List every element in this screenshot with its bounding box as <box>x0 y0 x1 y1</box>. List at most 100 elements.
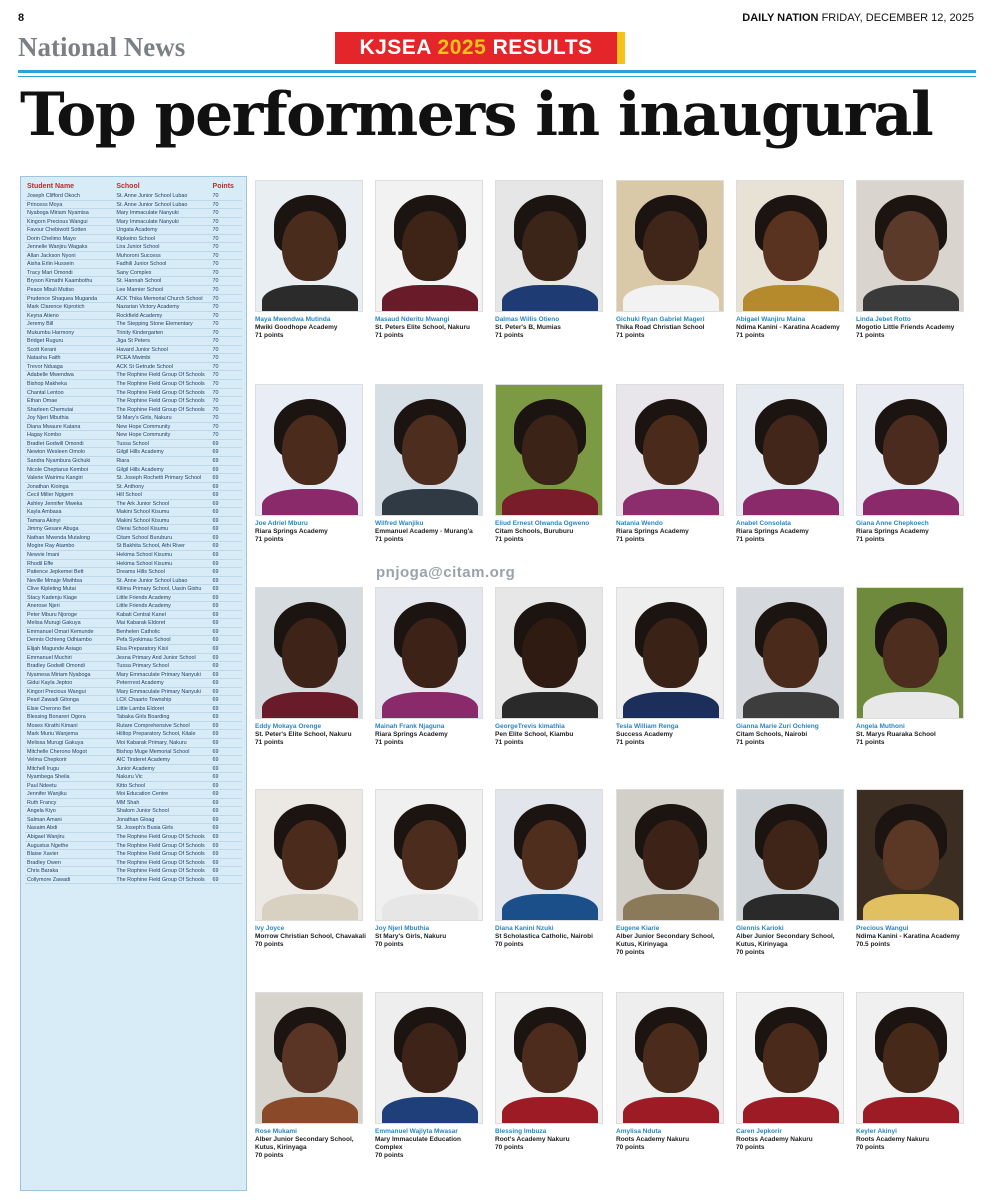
student-card: Gianna Marie Zuri Ochieng Citam Schools, … <box>736 587 848 747</box>
school-cell: The Rophine Field Group Of Schools <box>116 389 205 396</box>
school-cell: Moi Education Centre <box>116 791 169 798</box>
student-name-cell: Mogire Ray Atambo <box>27 543 75 550</box>
school-cell: Pefa Syokimau School <box>116 637 171 644</box>
student-name: Giana Anne Chepkoech <box>856 520 929 527</box>
uniform-shape <box>262 692 358 718</box>
school-cell: Jiga St Peters <box>116 338 150 345</box>
points-cell: 69 <box>212 492 219 499</box>
table-row: Chantal Lentoo The Rophine Field Group Of… <box>25 389 242 398</box>
table-row: Scott Kerani Havard Junior School 70 <box>25 346 242 355</box>
school-cell: Mai Kabarak Eldoret <box>116 620 166 627</box>
points-cell: 69 <box>212 722 219 729</box>
student-name: Ivy Joyce <box>255 925 285 932</box>
student-name-cell: Paul Ndeetu <box>27 782 57 789</box>
student-name: Caren Jepkorir <box>736 1128 782 1135</box>
points-cell: 70 <box>212 338 219 345</box>
table-row: Bridget Ruguru Jiga St Peters 70 <box>25 337 242 346</box>
table-row: Jennifer Wanjiku Moi Education Centre 69 <box>25 790 242 799</box>
student-name: Abigael Wanjiru Maina <box>736 316 806 323</box>
student-name: Eliud Ernest Olwanda Ogweno <box>495 520 590 527</box>
student-points: 71 points <box>375 536 404 543</box>
student-points: 70 points <box>495 1144 524 1151</box>
face-shape <box>643 415 699 485</box>
points-cell: 69 <box>212 457 219 464</box>
school-cell: St Mary's Girls, Nakuru <box>116 415 172 422</box>
school-cell: Tussa School <box>116 440 149 447</box>
table-row: Salman Amani Jonathan Gloag 69 <box>25 816 242 825</box>
student-name-cell: Blessing Bonareri Ogora <box>27 714 86 721</box>
student-name-cell: Tracy Mari Omondi <box>27 269 73 276</box>
student-name-cell: Jeremy Bill <box>27 321 54 328</box>
student-school: Emmanuel Academy - Murang'a <box>375 528 473 535</box>
student-name-cell: Bishop Makheka <box>27 381 67 388</box>
student-school: Riara Springs Academy <box>255 528 328 535</box>
school-cell: Rutare Comprehensive School <box>116 722 190 729</box>
school-cell: Kipkeino School <box>116 235 156 242</box>
uniform-shape <box>623 1097 719 1123</box>
school-cell: Olerai School Kisumu <box>116 526 169 533</box>
table-row: Aisha Erlin Hussein Fadhili Junior School… <box>25 260 242 269</box>
points-cell: 70 <box>212 432 219 439</box>
school-cell: Ungata Academy <box>116 227 158 234</box>
student-photo <box>495 384 603 516</box>
student-name-cell: Princess Moya <box>27 201 63 208</box>
table-row: Rhodil Effe Hekima School Kisumu 69 <box>25 560 242 569</box>
table-row: Neville Mmaje Mwihtsa St. Anne Junior Sch… <box>25 577 242 586</box>
student-points: 70 points <box>856 1144 885 1151</box>
student-points: 70 points <box>616 1144 645 1151</box>
face-shape <box>883 1023 939 1093</box>
points-cell: 70 <box>212 210 219 217</box>
student-name: Precious Wangui <box>856 925 909 932</box>
student-name: Joy Njeri Mbuthia <box>375 925 430 932</box>
school-cell: St. Joseph Rochetti Primary School <box>116 475 202 482</box>
student-name-cell: Joseph Clifford Okoch <box>27 193 80 199</box>
banner-text: KJSEA <box>359 36 438 59</box>
school-cell: Lee Marnier School <box>116 287 164 294</box>
student-name-cell: Allan Jackson Nyoni <box>27 252 76 259</box>
student-card: GeorgeTrevis kimathia Pen Elite School, K… <box>495 587 607 747</box>
student-name-cell: Bryson Kimathi Kaambothu <box>27 278 93 285</box>
table-row: Augustus Ngethe The Rophine Field Group O… <box>25 842 242 851</box>
points-cell: 69 <box>212 534 219 541</box>
points-cell: 70 <box>212 346 219 353</box>
student-name: Wilfred Wanjiku <box>375 520 424 527</box>
student-name-cell: Cecil Miller Ngigem <box>27 492 74 499</box>
school-cell: Little Friends Academy <box>116 603 171 610</box>
uniform-shape <box>502 1097 598 1123</box>
table-row: Kingori Precious Wangui Mary Emmaculate P… <box>25 688 242 697</box>
points-cell: 69 <box>212 714 219 721</box>
student-school: Mary Immaculate Education Complex <box>375 1136 461 1151</box>
face-shape <box>402 211 458 281</box>
section-title: National News <box>18 32 186 62</box>
student-school: Mwiki Goodhope Academy <box>255 324 338 331</box>
table-row: Mitchell Irugu Junior Academy 69 <box>25 765 242 774</box>
points-cell: 70 <box>212 295 219 302</box>
student-card: Natania Wendo Riara Springs Academy 71 poi… <box>616 384 728 544</box>
table-row: Chris Baraka The Rophine Field Group Of S… <box>25 867 242 876</box>
uniform-shape <box>743 285 839 311</box>
student-card: Abigael Wanjiru Maina Ndima Kanini - Kara… <box>736 180 848 340</box>
school-cell: Makini School Kisumu <box>116 517 170 524</box>
student-points: 70 points <box>736 949 765 956</box>
table-row: Natasha Faith PCEA Mwimbi 70 <box>25 354 242 363</box>
school-cell: Elsa Preparatory Kisii <box>116 645 168 652</box>
points-cell: 69 <box>212 637 219 644</box>
student-photo <box>856 180 964 312</box>
uniform-shape <box>382 285 478 311</box>
student-card: Joe Adriel Mburu Riara Springs Academy 71 … <box>255 384 367 544</box>
student-name-cell: Valerie Wairimu Kangiri <box>27 475 83 482</box>
school-cell: Mary Immaculate Nanyuki <box>116 218 179 225</box>
student-name: Blessing Imbuza <box>495 1128 547 1135</box>
points-cell: 70 <box>212 329 219 336</box>
student-name-cell: Bridget Ruguru <box>27 338 64 345</box>
student-name-cell: Jennifer Wanjiku <box>27 791 67 798</box>
face-shape <box>763 415 819 485</box>
student-school: Root's Academy Nakuru <box>495 1136 570 1143</box>
table-row: Mark Muriu Wanjema Hilltop Preparatory Sc… <box>25 730 242 739</box>
school-cell: Mary Immaculate Nanyuki <box>116 210 179 217</box>
face-shape <box>643 820 699 890</box>
school-cell: Dreams Hills School <box>116 569 165 576</box>
student-name: Keyler Akinyi <box>856 1128 897 1135</box>
uniform-shape <box>623 489 719 515</box>
points-cell: 69 <box>212 680 219 687</box>
